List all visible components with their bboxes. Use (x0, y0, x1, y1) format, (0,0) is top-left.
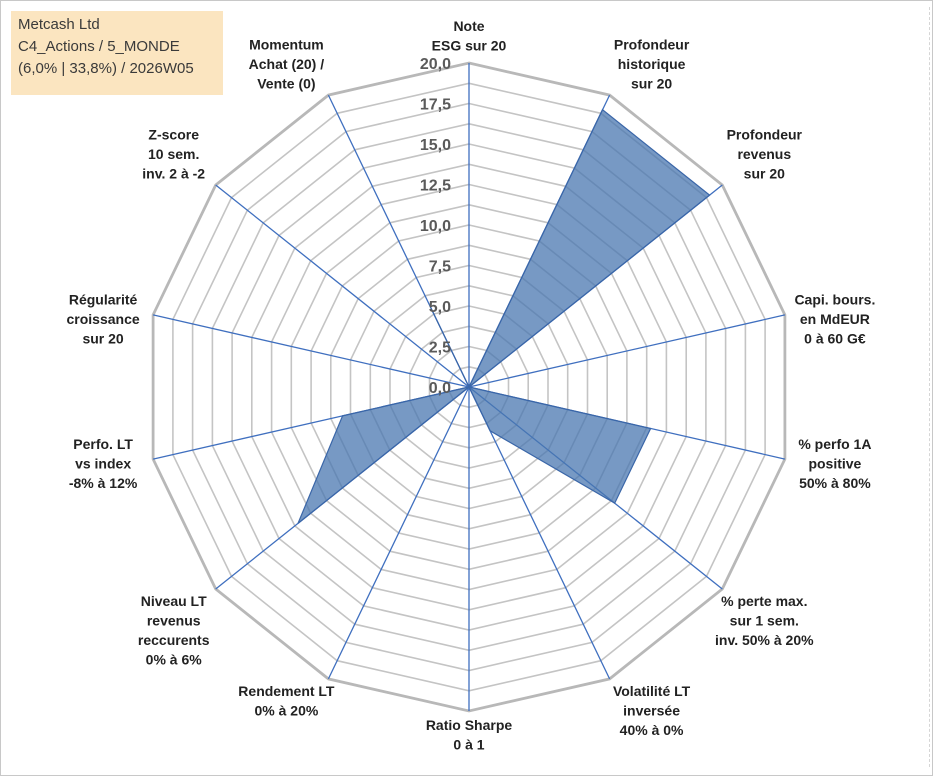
category-label-line: Régularité (69, 292, 138, 308)
category-label-line: Note (453, 18, 484, 34)
radial-tick-label: 20,0 (420, 56, 451, 73)
category-label-line: Volatilité LT (613, 683, 691, 699)
category-label: Volatilité LT inversée 40% à 0% (613, 683, 691, 738)
category-label-line: Ratio Sharpe (426, 717, 513, 733)
category-label-line: en MdEUR (800, 311, 870, 327)
axis-spoke (468, 386, 611, 680)
category-label-line: 0 à 1 (453, 737, 484, 753)
category-label-line: -8% à 12% (69, 475, 138, 491)
category-label-line: vs index (75, 455, 131, 471)
category-label: Profondeur revenus sur 20 (727, 127, 803, 182)
category-label-line: Momentum (249, 37, 324, 53)
category-label-line: Perfo. LT (73, 436, 133, 452)
category-label-line: 0% à 6% (146, 652, 203, 668)
title-line-period: (6,0% | 33,8%) / 2026W05 (18, 60, 194, 77)
category-label-line: positive (808, 455, 861, 471)
radial-tick-label: 12,5 (420, 178, 451, 195)
category-label: Momentum Achat (20) / Vente (0) (249, 37, 325, 92)
category-label-line: Profondeur (614, 37, 690, 53)
series-area (297, 108, 711, 524)
category-label-line: Rendement LT (238, 683, 335, 699)
category-label-line: ESG sur 20 (432, 38, 507, 54)
category-label-line: % perte max. (721, 593, 807, 609)
axis-spoke (327, 386, 470, 680)
radial-tick-label: 2,5 (429, 340, 451, 357)
category-label: Régularité croissance sur 20 (67, 292, 140, 347)
radial-tick-label: 0,0 (429, 380, 451, 397)
radial-tick-label: 15,0 (420, 137, 451, 154)
category-label: Note ESG sur 20 (432, 18, 507, 54)
title-line-category: C4_Actions / 5_MONDE (18, 38, 180, 55)
category-label-line: Niveau LT (141, 593, 207, 609)
category-label-line: historique (618, 56, 686, 72)
category-label-line: inversée (623, 702, 680, 718)
category-label-line: inv. 50% à 20% (715, 632, 814, 648)
axis-spoke (215, 184, 470, 388)
category-label-line: 0% à 20% (254, 702, 318, 718)
radial-tick-label: 10,0 (420, 218, 451, 235)
category-label-line: 50% à 80% (799, 475, 871, 491)
category-label-line: Z-score (148, 127, 199, 143)
category-label-line: revenus (147, 613, 201, 629)
category-label: Z-score 10 sem. inv. 2 à -2 (142, 127, 205, 182)
category-label-line: 0 à 60 G€ (804, 331, 866, 347)
category-label-line: inv. 2 à -2 (142, 166, 205, 182)
radial-tick-label: 17,5 (420, 97, 451, 114)
category-label: Profondeur historique sur 20 (614, 37, 690, 92)
category-label: Perfo. LT vs index -8% à 12% (69, 436, 138, 491)
scroll-edge (925, 7, 930, 767)
radial-tick-label: 5,0 (429, 299, 451, 316)
category-label-line: % perfo 1A (798, 436, 871, 452)
category-label-line: Vente (0) (257, 76, 315, 92)
category-label-line: Capi. bours. (794, 292, 875, 308)
category-label: % perte max. sur 1 sem. inv. 50% à 20% (715, 593, 814, 648)
category-label-line: sur 20 (744, 166, 785, 182)
category-label-line: croissance (67, 311, 140, 327)
axis-spoke (468, 314, 786, 388)
title-box: Metcash Ltd C4_Actions / 5_MONDE (6,0% |… (11, 11, 223, 95)
category-label: Ratio Sharpe 0 à 1 (426, 717, 513, 753)
category-label: Capi. bours. en MdEUR 0 à 60 G€ (794, 292, 875, 347)
category-label-line: 10 sem. (148, 146, 199, 162)
category-label-line: revenus (737, 146, 791, 162)
category-label: Niveau LT revenus reccurents 0% à 6% (138, 593, 210, 668)
radial-tick-label: 7,5 (429, 259, 451, 276)
category-label-line: sur 20 (631, 76, 672, 92)
category-label-line: reccurents (138, 632, 210, 648)
category-label-line: sur 1 sem. (730, 613, 799, 629)
category-label-line: 40% à 0% (620, 722, 684, 738)
category-label: % perfo 1A positive 50% à 80% (798, 436, 871, 491)
category-label-line: Achat (20) / (249, 56, 325, 72)
category-label: Rendement LT 0% à 20% (238, 683, 335, 719)
category-label-line: sur 20 (82, 331, 123, 347)
category-label-line: Profondeur (727, 127, 803, 143)
axis-spoke (152, 314, 470, 388)
title-line-company: Metcash Ltd (18, 16, 100, 33)
